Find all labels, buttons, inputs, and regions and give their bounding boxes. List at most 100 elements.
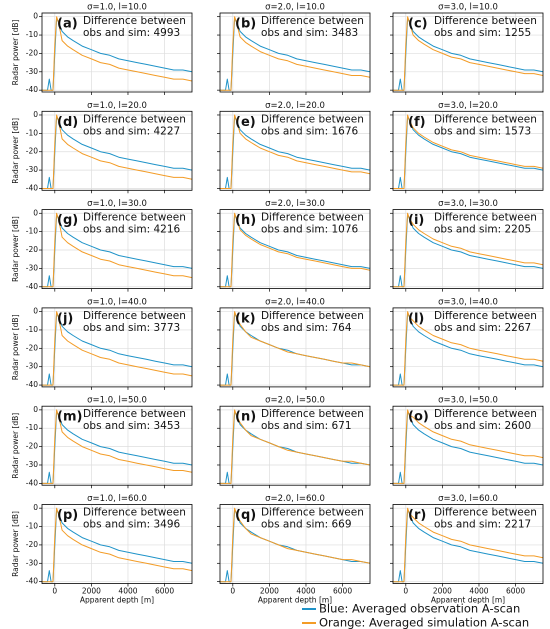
y-axis-label: Radar power [dB] [11,216,20,282]
y-tick-label: -30 [26,362,38,371]
plot-area [42,406,192,486]
annotation: Difference between [261,212,364,224]
y-tick-label: -40 [26,85,38,94]
panel-title: σ=1.0, l=40.0 [87,297,147,307]
plot-area [42,111,192,191]
panel-label: (f) [408,115,426,130]
panel-label: (n) [235,410,256,425]
series-line [42,507,193,583]
plot-area [393,406,543,486]
annotation: obs and sim: 3453 [83,420,180,432]
annotation: Difference between [434,15,537,27]
panel-label: (a) [57,17,78,32]
annotation: Difference between [261,408,364,420]
y-tick-label: -30 [26,460,38,469]
panel-title: σ=1.0, l=30.0 [87,199,147,209]
x-tick-label: 0 [403,587,408,596]
annotation: Difference between [83,310,186,322]
panel: 0 -10 -20 -30 -40 σ=1.0, l=30.0 (g) Difference … [11,199,193,292]
series-line [220,311,371,386]
x-axis-label: Apparent depth [m] [80,596,154,605]
panel-label: (i) [408,213,424,228]
plot-frame [219,307,371,388]
annotation: obs and sim: 2600 [434,420,531,432]
y-tick-label: -10 [26,30,38,39]
y-tick-label: -40 [26,183,38,192]
annotation: Difference between [434,113,537,125]
annotation: obs and sim: 2217 [434,519,531,531]
plot-area [220,307,370,387]
plot-area [220,504,370,584]
panel-label: (c) [408,17,428,32]
panel-title: σ=2.0, l=60.0 [265,494,325,504]
y-tick-label: -30 [26,263,38,272]
series-line [42,409,193,484]
annotation: obs and sim: 2205 [434,224,531,236]
series-line [220,212,371,288]
series-line [42,212,193,288]
panel: 0 -10 -20 -30 -40 σ=1.0, l=20.0 (d) Difference … [11,101,193,194]
y-axis-label: Radar power [dB] [11,413,20,479]
plot-frame [392,209,544,290]
y-tick-label: -20 [26,48,38,57]
plot-frame [219,405,371,486]
annotation: obs and sim: 3496 [83,519,181,531]
annotation: Difference between [83,408,186,420]
y-tick-label: -40 [26,282,38,291]
series-line [393,507,544,583]
series-line [42,16,193,91]
panel-label: (o) [408,410,429,425]
plot-area [393,209,543,289]
x-tick-label: 0 [52,587,57,596]
annotation: Difference between [261,310,364,322]
series-line [393,409,544,484]
panel-label: (q) [235,508,256,523]
annotation: obs and sim: 4993 [83,27,180,39]
panel-title: σ=2.0, l=50.0 [265,396,325,406]
plot-area [42,307,192,387]
plot-frame [392,12,544,93]
y-tick-label: -20 [26,245,38,254]
series-line [220,409,371,484]
annotation: Difference between [261,113,364,125]
x-axis-label: Apparent depth [m] [431,596,505,605]
plot-frame [392,405,544,486]
y-tick-label: -20 [26,442,38,451]
annotation: obs and sim: 3483 [261,27,358,39]
panel-title: σ=3.0, l=50.0 [438,396,498,406]
y-tick-label: 0 [33,405,38,414]
y-tick-label: -10 [26,423,38,432]
y-axis-label: Radar power [dB] [11,20,20,86]
series-line [220,114,371,189]
x-tick-label: 4000 [118,587,137,596]
panel-title: σ=1.0, l=50.0 [87,396,147,406]
y-tick-label: -40 [26,577,38,586]
annotation: obs and sim: 1573 [434,125,531,137]
annotation: Difference between [434,212,537,224]
plot-area [393,13,543,92]
panel-label: (h) [235,213,256,228]
series-line [393,16,544,91]
annotation: Difference between [261,507,364,519]
y-axis-label: Radar power [dB] [11,314,20,380]
panel-title: σ=2.0, l=30.0 [265,199,325,209]
panel: 0 -10 -20 -30 -40 σ=1.0, l=50.0 (m) Difference … [11,396,193,489]
panel-label: (d) [57,115,78,130]
plot-frame [41,209,193,290]
y-axis-label: Radar power [dB] [11,511,20,577]
y-tick-label: 0 [33,503,38,512]
y-tick-label: -20 [26,540,38,549]
x-tick-label: 4000 [296,587,315,596]
annotation: Difference between [434,507,537,519]
panel-title: σ=3.0, l=30.0 [438,199,498,209]
plot-frame [41,504,193,584]
y-tick-label: -10 [26,325,38,334]
series-line [42,311,193,386]
